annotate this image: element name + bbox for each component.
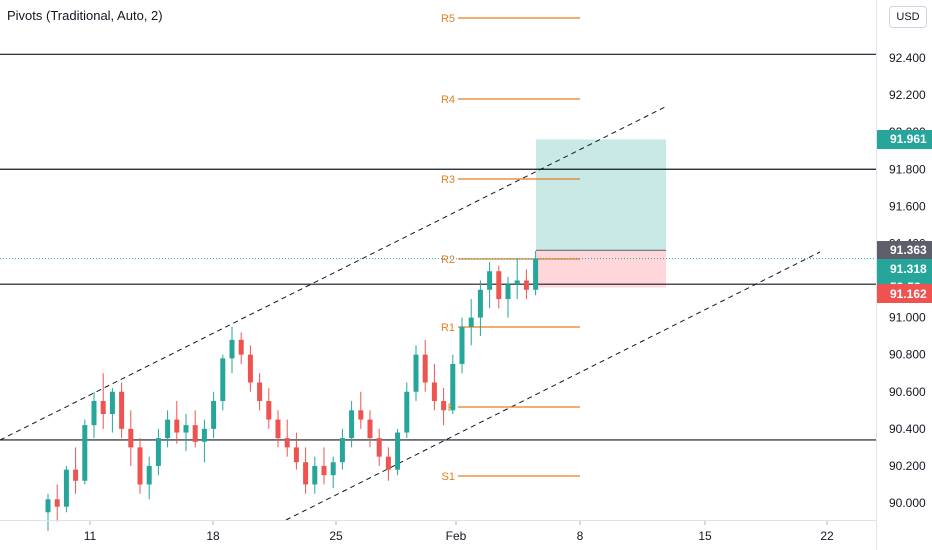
candle-body <box>284 438 290 448</box>
candle-body <box>192 425 198 442</box>
candle-body <box>220 358 226 402</box>
position-zones[interactable] <box>536 139 666 288</box>
candle-body <box>238 339 244 355</box>
candle-body <box>422 354 428 383</box>
price-tick-label: 90.200 <box>889 459 926 473</box>
candle-body <box>247 354 253 383</box>
pivot-label-r1: R1 <box>441 322 455 334</box>
candle-body <box>257 382 263 402</box>
channel-lower-line <box>285 251 821 521</box>
candle-body <box>91 401 97 426</box>
candle-body <box>339 438 345 463</box>
candle-body <box>174 419 180 433</box>
channel-upper-line <box>0 105 668 441</box>
candle-body <box>487 271 493 290</box>
price-tick-label: 91.000 <box>889 311 926 325</box>
price-tick-label: 91.600 <box>889 199 926 213</box>
candle-body <box>496 271 502 300</box>
pivot-label-r2: R2 <box>441 254 455 266</box>
candle-body <box>201 428 207 442</box>
candle-body <box>82 425 88 481</box>
time-tick-label: 25 <box>329 529 343 543</box>
candle-body <box>100 401 106 414</box>
candle-body <box>349 410 355 439</box>
candle-body <box>468 317 474 327</box>
candle-body <box>183 425 189 433</box>
candle-body <box>523 280 529 290</box>
candle-body <box>165 419 171 439</box>
target-price-tag: 91.961 <box>877 129 932 149</box>
price-tick-label: 92.400 <box>889 51 926 65</box>
pivot-label-r4: R4 <box>441 94 455 106</box>
candle-body <box>303 462 309 485</box>
candle-body <box>54 499 60 507</box>
candle-body <box>312 465 318 485</box>
candle-body <box>413 354 419 392</box>
time-axis[interactable]: 11 18 25 Feb 8 15 22 <box>84 521 834 543</box>
candle-body <box>441 401 447 411</box>
candle-body <box>376 438 382 457</box>
candle-body <box>321 465 327 476</box>
stop-price-tag: 91.162 <box>877 284 932 304</box>
time-tick-label: 15 <box>698 529 712 543</box>
candle-body <box>459 326 465 364</box>
parallel-channel[interactable] <box>0 105 821 521</box>
candle-body <box>358 410 364 420</box>
candle-body <box>367 419 373 439</box>
candle-body <box>211 401 217 429</box>
price-tick-label: 90.600 <box>889 385 926 399</box>
price-tick-label: 90.800 <box>889 348 926 362</box>
candle-body <box>63 469 69 507</box>
time-tick-label: 11 <box>84 529 97 543</box>
candle-body <box>137 447 143 485</box>
time-tick-label: Feb <box>446 529 467 543</box>
candle-body <box>505 284 511 300</box>
loss-zone <box>536 250 666 288</box>
candle-body <box>514 280 520 285</box>
pivot-label-s1: S1 <box>442 471 455 483</box>
pivot-label-r3: R3 <box>441 174 455 186</box>
candle-body <box>450 363 456 411</box>
candle-body <box>477 289 483 318</box>
candle-body <box>128 428 134 448</box>
candle-body <box>431 382 437 402</box>
price-tick-label: 90.000 <box>889 496 926 510</box>
candle-body <box>73 469 79 481</box>
time-tick-label: 8 <box>577 529 584 543</box>
time-tick-label: 22 <box>820 529 834 543</box>
last-price-tag: 91.318 <box>877 259 932 279</box>
candle-body <box>404 391 410 433</box>
currency-button[interactable]: USD <box>889 6 927 28</box>
pivot-label-r5: R5 <box>441 13 455 25</box>
price-tick-label: 91.800 <box>889 162 926 176</box>
candlestick-series <box>45 250 539 531</box>
candle-body <box>229 339 235 359</box>
price-tick-label: 92.200 <box>889 88 926 102</box>
candle-body <box>275 419 281 439</box>
indicator-legend[interactable]: Pivots (Traditional, Auto, 2) <box>7 8 163 23</box>
candle-body <box>395 432 401 470</box>
candle-body <box>266 401 272 420</box>
candle-body <box>45 499 51 513</box>
time-tick-label: 18 <box>206 529 220 543</box>
candle-body <box>330 462 336 476</box>
candle-body <box>119 391 125 429</box>
candle-body <box>385 456 391 470</box>
horizontal-levels[interactable] <box>0 53 876 441</box>
profit-zone <box>536 139 666 251</box>
candle-body <box>293 447 299 463</box>
price-tick-label: 90.400 <box>889 422 926 436</box>
candle-body <box>109 391 115 414</box>
candle-body <box>146 465 152 485</box>
candle-body <box>533 258 539 290</box>
candle-body <box>155 438 161 466</box>
entry-price-tag: 91.363 <box>877 240 932 260</box>
